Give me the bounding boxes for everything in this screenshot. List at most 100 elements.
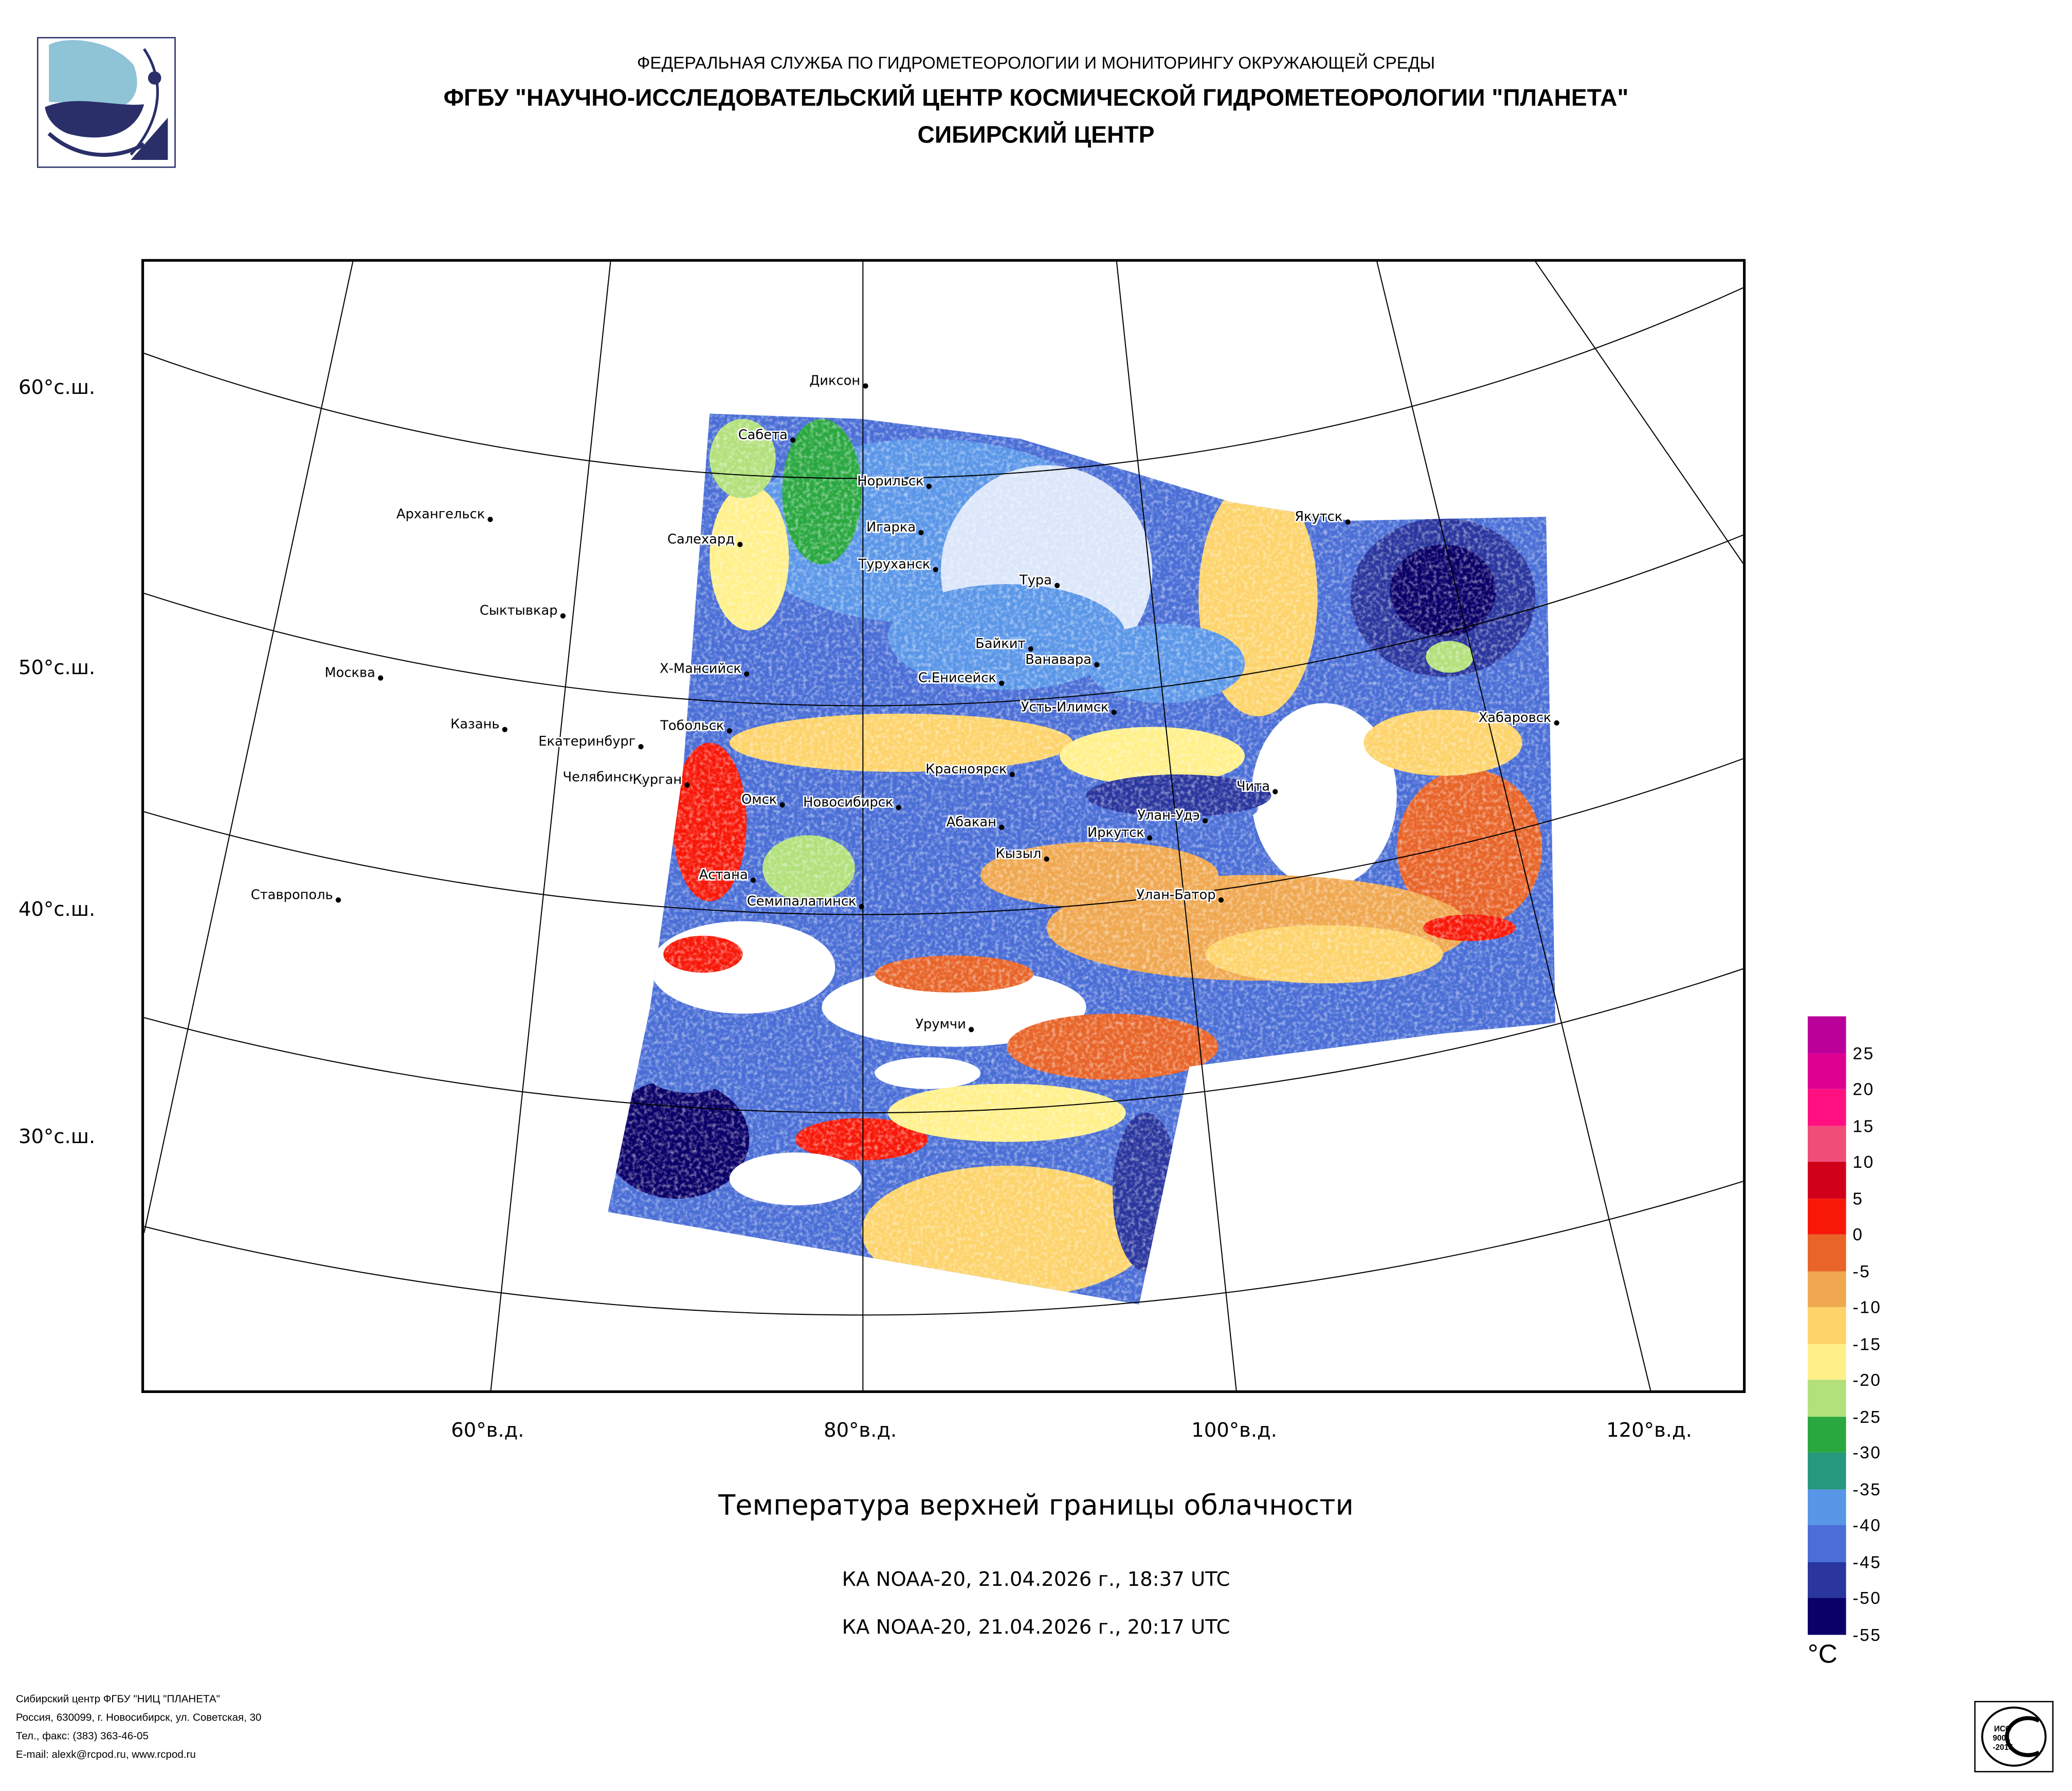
- city-label: Усть-Илимск: [1021, 700, 1109, 715]
- city-label: Игарка: [866, 521, 916, 536]
- city-label: Диксон: [809, 374, 861, 389]
- city-marker: [726, 728, 732, 734]
- city-marker: [487, 516, 493, 522]
- latitude-label: 30°с.ш.: [18, 1125, 96, 1149]
- city-label: Чита: [1236, 780, 1270, 795]
- colorbar-bin: [1808, 1234, 1846, 1271]
- latitude-label: 40°с.ш.: [18, 897, 96, 921]
- institute-name: ФГБУ "НАУЧНО-ИССЛЕДОВАТЕЛЬСКИЙ ЦЕНТР КОС…: [443, 84, 1629, 111]
- svg-text:9001: 9001: [1993, 1734, 2011, 1743]
- colorbar-label: -50: [1852, 1588, 1882, 1608]
- footer-phone: Тел., факс: (383) 363-46-05: [15, 1730, 149, 1742]
- city-label: Сыктывкар: [479, 604, 558, 619]
- colorbar-label: -10: [1852, 1297, 1882, 1317]
- colorbar-bin: [1808, 1489, 1846, 1526]
- city-marker: [779, 802, 785, 808]
- iso-stamp: ИСО 9001 -2015: [1974, 1700, 2054, 1772]
- city-label: Туруханск: [858, 558, 931, 573]
- planeta-logo: [37, 37, 176, 168]
- city-marker: [1147, 835, 1153, 841]
- colorbar-label: 15: [1852, 1115, 1875, 1135]
- city-marker: [859, 904, 864, 910]
- city-label: Ставрополь: [250, 888, 333, 903]
- longitude-label: 100°в.д.: [1191, 1418, 1277, 1442]
- city-label: С.Енисейск: [918, 672, 996, 686]
- footer-org: Сибирский центр ФГБУ "НИЦ "ПЛАНЕТА": [15, 1693, 220, 1705]
- colorbar-label: 10: [1852, 1151, 1875, 1172]
- colorbar-label: -35: [1852, 1479, 1882, 1499]
- footer-email: E-mail: alexk@rcpod.ru, www.rcpod.ru: [15, 1748, 196, 1761]
- city-label: Тура: [1019, 573, 1052, 589]
- city-label: Абакан: [946, 816, 996, 830]
- colorbar-label: -5: [1852, 1260, 1871, 1281]
- city-marker: [863, 383, 868, 389]
- city-label: Красноярск: [925, 763, 1007, 777]
- city-label: Астана: [699, 869, 748, 883]
- colorbar-bin: [1808, 1016, 1846, 1053]
- city-label: Норильск: [857, 475, 924, 490]
- center-name: СИБИРСКИЙ ЦЕНТР: [917, 121, 1155, 148]
- city-label: Новосибирск: [803, 795, 894, 811]
- footer-address: Россия, 630099, г. Новосибирск, ул. Сове…: [15, 1711, 262, 1724]
- city-marker: [1055, 583, 1060, 588]
- colorbar-bin: [1808, 1525, 1846, 1562]
- city-label: Х-Мансийск: [660, 662, 741, 677]
- colorbar-bin: [1808, 1053, 1846, 1089]
- city-label: Улан-Батор: [1136, 888, 1216, 903]
- city-marker: [968, 1027, 974, 1033]
- colorbar-label: 20: [1852, 1079, 1875, 1099]
- longitude-label: 60°в.д.: [451, 1418, 524, 1442]
- city-marker: [638, 744, 644, 750]
- city-label: Курган: [632, 773, 682, 788]
- colorbar-bin: [1808, 1561, 1846, 1598]
- city-marker: [790, 437, 796, 443]
- city-marker: [918, 530, 924, 535]
- city-marker: [639, 780, 645, 785]
- colorbar-bin: [1808, 1598, 1846, 1635]
- colorbar-label: -55: [1852, 1624, 1882, 1644]
- map-frame: [141, 259, 1746, 1393]
- longitude-label: 120°в.д.: [1606, 1418, 1693, 1442]
- latitude-label: 60°с.ш.: [18, 375, 96, 400]
- city-marker: [750, 877, 756, 883]
- colorbar-bin: [1808, 1198, 1846, 1235]
- satellite-pass-2: КА NOAA-20, 21.04.2026 г., 20:17 UTC: [842, 1615, 1230, 1639]
- city-marker: [896, 805, 901, 810]
- colorbar-bin: [1808, 1125, 1846, 1162]
- colorbar-label: -15: [1852, 1333, 1882, 1353]
- map-title: Температура верхней границы облачности: [718, 1489, 1354, 1522]
- colorbar-bin: [1808, 1271, 1846, 1307]
- colorbar-bin: [1808, 1416, 1846, 1453]
- colorbar-label: -45: [1852, 1551, 1882, 1571]
- colorbar-label: -40: [1852, 1515, 1882, 1535]
- temperature-colorbar: [1808, 1016, 1846, 1635]
- city-marker: [684, 782, 690, 788]
- city-marker: [560, 613, 566, 619]
- colorbar-bin: [1808, 1380, 1846, 1416]
- city-label: Омск: [741, 793, 777, 808]
- city-label: Ванавара: [1025, 653, 1092, 668]
- colorbar-label: -25: [1852, 1406, 1882, 1426]
- city-marker: [1044, 856, 1049, 862]
- svg-text:ИСО: ИСО: [1994, 1725, 2011, 1733]
- colorbar-bin: [1808, 1343, 1846, 1380]
- city-label: Кызыл: [995, 847, 1042, 862]
- city-label: Челябинск: [562, 770, 637, 786]
- colorbar-bin: [1808, 1089, 1846, 1126]
- city-marker: [926, 483, 932, 489]
- city-label: Хабаровск: [1478, 711, 1552, 726]
- colorbar-label: 5: [1852, 1188, 1864, 1208]
- satellite-pass-1: КА NOAA-20, 21.04.2026 г., 18:37 UTC: [842, 1567, 1230, 1591]
- city-marker: [999, 680, 1005, 686]
- city-label: Семипалатинск: [747, 895, 857, 910]
- city-marker: [1273, 789, 1278, 794]
- city-label: Салехард: [667, 533, 735, 548]
- city-marker: [1345, 519, 1351, 525]
- agency-name: ФЕДЕРАЛЬНАЯ СЛУЖБА ПО ГИДРОМЕТЕОРОЛОГИИ …: [637, 52, 1435, 73]
- satellite-map: [144, 261, 1743, 1390]
- city-label: Тобольск: [660, 719, 724, 734]
- colorbar-label: -30: [1852, 1442, 1882, 1462]
- city-label: Казань: [450, 718, 500, 733]
- city-label: Улан-Удэ: [1137, 809, 1200, 824]
